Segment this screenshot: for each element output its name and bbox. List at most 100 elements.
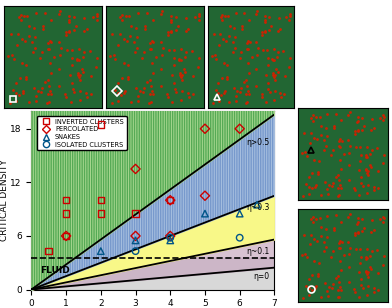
Point	[219, 12, 225, 17]
Point	[230, 50, 236, 55]
Point	[67, 100, 74, 105]
Point	[368, 165, 374, 170]
Point	[231, 85, 237, 90]
Point	[318, 124, 324, 128]
Point	[356, 294, 362, 299]
Point	[185, 26, 192, 31]
Point	[338, 287, 344, 292]
Point	[63, 233, 69, 238]
Point	[245, 89, 251, 94]
Point	[263, 100, 270, 105]
Point	[274, 69, 281, 74]
Point	[146, 100, 152, 105]
Point	[232, 45, 238, 50]
Point	[311, 157, 318, 162]
Point	[202, 193, 208, 198]
Point	[333, 213, 339, 218]
Point	[309, 272, 316, 277]
Point	[364, 170, 370, 175]
Point	[338, 220, 345, 225]
Point	[239, 26, 245, 31]
Point	[177, 72, 183, 77]
Point	[47, 61, 53, 66]
Point	[66, 18, 73, 23]
Point	[330, 180, 336, 185]
Point	[323, 143, 329, 148]
Point	[375, 287, 381, 292]
Point	[233, 11, 239, 16]
Point	[330, 227, 337, 232]
Point	[132, 233, 139, 238]
Point	[337, 157, 343, 162]
Point	[77, 73, 83, 78]
Point	[111, 53, 117, 58]
Point	[310, 215, 316, 220]
Point	[261, 19, 268, 24]
Point	[338, 185, 344, 190]
Point	[46, 100, 52, 105]
Legend: INVERTED CLUSTERS, PERCOLATED, SNAKES, ISOLATED CLUSTERS: INVERTED CLUSTERS, PERCOLATED, SNAKES, I…	[37, 116, 127, 150]
Point	[354, 230, 361, 235]
Point	[315, 271, 321, 276]
Point	[323, 227, 329, 232]
Point	[352, 188, 358, 192]
Point	[270, 71, 276, 76]
Point	[120, 36, 127, 41]
Point	[365, 284, 371, 289]
Point	[308, 131, 314, 136]
Point	[185, 91, 191, 95]
Point	[179, 78, 185, 83]
Point	[76, 57, 82, 62]
Point	[302, 252, 308, 257]
Point	[125, 75, 131, 79]
Point	[134, 11, 141, 16]
Point	[66, 30, 73, 34]
Point	[13, 42, 20, 47]
Point	[47, 38, 53, 43]
Point	[69, 63, 75, 68]
Point	[160, 46, 166, 51]
Point	[7, 101, 13, 106]
Point	[119, 12, 125, 17]
Point	[79, 67, 85, 72]
Point	[141, 86, 147, 91]
Point	[67, 72, 74, 77]
Point	[45, 41, 51, 46]
Point	[48, 18, 54, 22]
Point	[265, 56, 271, 61]
Point	[318, 193, 324, 198]
Point	[81, 15, 87, 20]
Point	[165, 32, 171, 37]
Point	[209, 53, 215, 58]
Point	[355, 220, 361, 225]
Point	[81, 50, 87, 55]
Point	[364, 246, 370, 251]
Point	[359, 217, 365, 222]
Point	[241, 79, 247, 84]
Point	[9, 53, 15, 58]
Point	[336, 144, 343, 149]
Point	[354, 128, 361, 133]
Point	[316, 114, 323, 119]
Point	[374, 146, 380, 151]
Point	[310, 113, 316, 118]
Point	[171, 56, 177, 61]
Point	[19, 91, 25, 95]
Point	[76, 75, 82, 80]
Point	[243, 77, 250, 82]
Point	[287, 14, 293, 18]
Point	[265, 80, 271, 85]
Point	[7, 31, 14, 36]
Point	[241, 10, 247, 15]
Point	[380, 113, 387, 118]
Point	[354, 216, 361, 221]
Point	[115, 42, 122, 47]
Point	[358, 180, 364, 185]
Point	[178, 47, 184, 52]
Point	[178, 75, 184, 80]
Point	[321, 147, 328, 152]
Point	[183, 50, 189, 55]
Point	[269, 56, 276, 61]
Point	[144, 10, 150, 15]
Point	[336, 178, 342, 183]
